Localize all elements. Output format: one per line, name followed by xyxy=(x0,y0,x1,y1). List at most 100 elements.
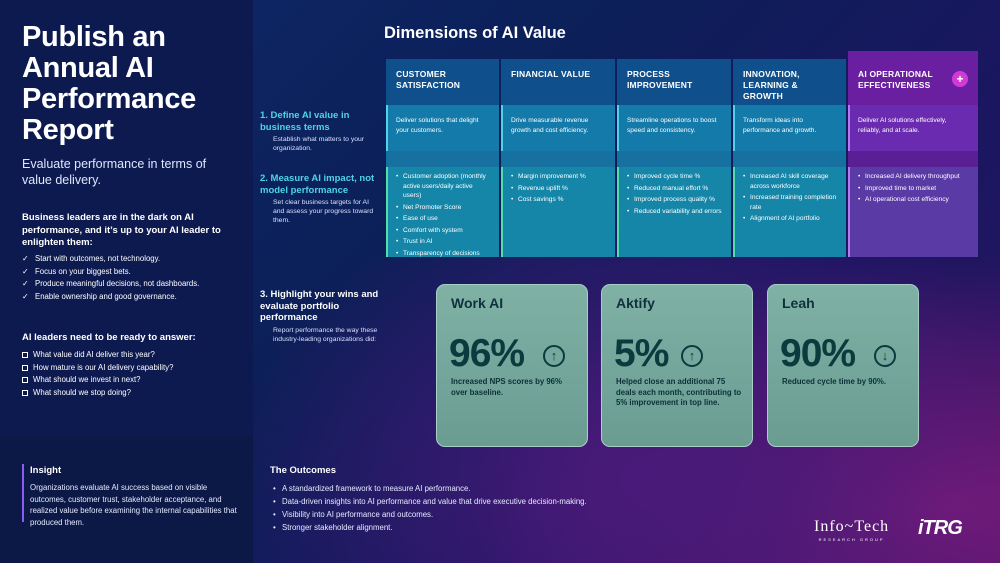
metric-item: Trust in AI xyxy=(396,237,491,247)
arrow-up-icon: ↑ xyxy=(681,345,703,367)
list-item: ✓ Produce meaningful decisions, not dashb… xyxy=(22,278,242,291)
check-icon: ✓ xyxy=(22,279,29,289)
column-definition: Deliver AI solutions effectively, reliab… xyxy=(848,105,978,151)
metric-item: Margin improvement % xyxy=(511,172,607,182)
step-1: 1. Define AI value in business terms Est… xyxy=(260,110,380,153)
column-divider xyxy=(617,151,731,167)
checkbox-icon xyxy=(22,352,28,359)
metric-item: Increased training completion rate xyxy=(743,193,838,212)
insight-text: Organizations evaluate AI success based … xyxy=(30,483,237,527)
metric-item: AI operational cost efficiency xyxy=(858,195,970,205)
question-list: What value did AI deliver this year? How… xyxy=(22,349,173,399)
metric-list: Improved cycle time % Reduced manual eff… xyxy=(617,167,731,257)
case-name: Leah xyxy=(782,295,815,311)
metric-item: Alignment of AI portfolio xyxy=(743,214,838,224)
check-icon: ✓ xyxy=(22,266,29,276)
list-item: What value did AI deliver this year? xyxy=(22,349,173,362)
checkbox-icon xyxy=(22,364,28,371)
metric-item: Reduced manual effort % xyxy=(627,184,723,194)
metric-item: Improved time to market xyxy=(858,184,970,194)
insight-title: Insight xyxy=(30,465,62,476)
case-description: Increased NPS scores by 96% over baselin… xyxy=(451,377,562,397)
metric-item: Improved process quality % xyxy=(627,195,723,205)
column-definition: Streamline operations to boost speed and… xyxy=(617,105,731,151)
step-title: 3. Highlight your wins and evaluate port… xyxy=(260,289,379,323)
arrow-down-icon: ↓ xyxy=(874,345,896,367)
page-subtitle: Evaluate performance in terms of value d… xyxy=(22,157,207,187)
metric-item: Net Promoter Score xyxy=(396,203,491,213)
metric-item: Ease of use xyxy=(396,214,491,224)
list-item: How mature is our AI delivery capability… xyxy=(22,362,173,375)
column-header: CUSTOMER SATISFACTION xyxy=(386,59,499,105)
step-description: Set clear business targets for AI and as… xyxy=(273,199,374,224)
column-definition: Deliver solutions that delight your cust… xyxy=(386,105,499,151)
step-2: 2. Measure AI impact, not model performa… xyxy=(260,173,380,225)
checkbox-icon xyxy=(22,377,28,384)
infotech-logo: Info~Tech RESEARCH GROUP xyxy=(814,518,890,542)
metric-list: Increased AI delivery throughput Improve… xyxy=(848,167,978,257)
list-item: What should we stop doing? xyxy=(22,387,173,400)
column-divider xyxy=(386,151,499,167)
checkbox-icon xyxy=(22,390,28,397)
column-header: FINANCIAL VALUE xyxy=(501,59,615,105)
list-item: Visibility into AI performance and outco… xyxy=(270,508,587,521)
metric-list: Increased AI skill coverage across workf… xyxy=(733,167,846,257)
case-name: Work AI xyxy=(451,295,504,311)
step-3: 3. Highlight your wins and evaluate port… xyxy=(260,289,380,344)
case-value: 96% xyxy=(449,332,525,375)
step-title: 2. Measure AI impact, not model performa… xyxy=(260,173,375,196)
metric-item: Comfort with system xyxy=(396,226,491,236)
check-icon: ✓ xyxy=(22,254,29,263)
outcomes-title: The Outcomes xyxy=(270,465,336,476)
column-header: PROCESS IMPROVEMENT xyxy=(617,59,731,105)
step-title: 1. Define AI value in business terms xyxy=(260,110,350,133)
column-definition: Drive measurable revenue growth and cost… xyxy=(501,105,615,151)
check-icon: ✓ xyxy=(22,291,29,301)
metric-item: Cost savings % xyxy=(511,195,607,205)
case-card-aktify: Aktify 5% ↑ Helped close an additional 7… xyxy=(601,284,753,447)
list-item: What should we invest in next? xyxy=(22,374,173,387)
metric-item: Revenue uplift % xyxy=(511,184,607,194)
questions-heading: AI leaders need to be ready to answer: xyxy=(22,332,196,343)
case-description: Helped close an additional 75 deals each… xyxy=(616,377,742,407)
metric-item: Transparency of decisions xyxy=(396,249,491,259)
list-item: ✓ Focus on your biggest bets. xyxy=(22,266,242,279)
list-item: A standardized framework to measure AI p… xyxy=(270,482,587,495)
case-description: Reduced cycle time by 90%. xyxy=(782,377,887,386)
dimension-column-financial-value: FINANCIAL VALUE Drive measurable revenue… xyxy=(501,59,615,257)
column-divider xyxy=(501,151,615,167)
column-divider xyxy=(848,151,978,167)
page-title: Publish an Annual AI Performance Report xyxy=(22,21,196,146)
case-value: 5% xyxy=(614,332,669,375)
metric-item: Increased AI delivery throughput xyxy=(858,172,970,182)
case-card-work-ai: Work AI 96% ↑ Increased NPS scores by 96… xyxy=(436,284,588,447)
dimension-column-customer-satisfaction: CUSTOMER SATISFACTION Deliver solutions … xyxy=(386,59,499,259)
dimension-column-ai-operational-effectiveness: AI OPERATIONAL EFFECTIVENESS + Deliver A… xyxy=(848,51,978,257)
case-name: Aktify xyxy=(616,295,655,311)
column-definition: Transform ideas into performance and gro… xyxy=(733,105,846,151)
dimensions-title: Dimensions of AI Value xyxy=(384,24,566,42)
list-item: Stronger stakeholder alignment. xyxy=(270,521,587,534)
case-card-leah: Leah 90% ↓ Reduced cycle time by 90%. xyxy=(767,284,919,447)
list-item: ✓ Enable ownership and good governance. xyxy=(22,291,242,304)
step-description: Report performance the way these industr… xyxy=(273,326,378,343)
insight-panel: Insight Organizations evaluate AI succes… xyxy=(0,436,253,563)
dimension-column-process-improvement: PROCESS IMPROVEMENT Streamline operation… xyxy=(617,59,731,257)
case-value: 90% xyxy=(780,332,856,375)
dimension-column-innovation: INNOVATION, LEARNING & GROWTH Transform … xyxy=(733,59,846,257)
metric-item: Improved cycle time % xyxy=(627,172,723,182)
plus-icon[interactable]: + xyxy=(952,71,968,87)
column-header: INNOVATION, LEARNING & GROWTH xyxy=(733,59,846,105)
step-description: Establish what matters to your organizat… xyxy=(273,136,365,152)
insight-accent-bar xyxy=(22,464,24,522)
metric-item: Increased AI skill coverage across workf… xyxy=(743,172,838,191)
list-item: ✓ Start with outcomes, not technology. xyxy=(22,253,242,266)
itrg-logo: iTRG xyxy=(918,517,963,539)
checklist: ✓ Start with outcomes, not technology. ✓ F… xyxy=(22,253,242,303)
metric-item: Reduced variability and errors xyxy=(627,207,723,217)
arrow-up-icon: ↑ xyxy=(543,345,565,367)
metric-list: Customer adoption (monthly active users/… xyxy=(386,167,499,259)
outcomes-list: A standardized framework to measure AI p… xyxy=(270,482,587,534)
metric-item: Customer adoption (monthly active users/… xyxy=(396,172,491,201)
lead-text: Business leaders are in the dark on AI p… xyxy=(22,212,221,248)
